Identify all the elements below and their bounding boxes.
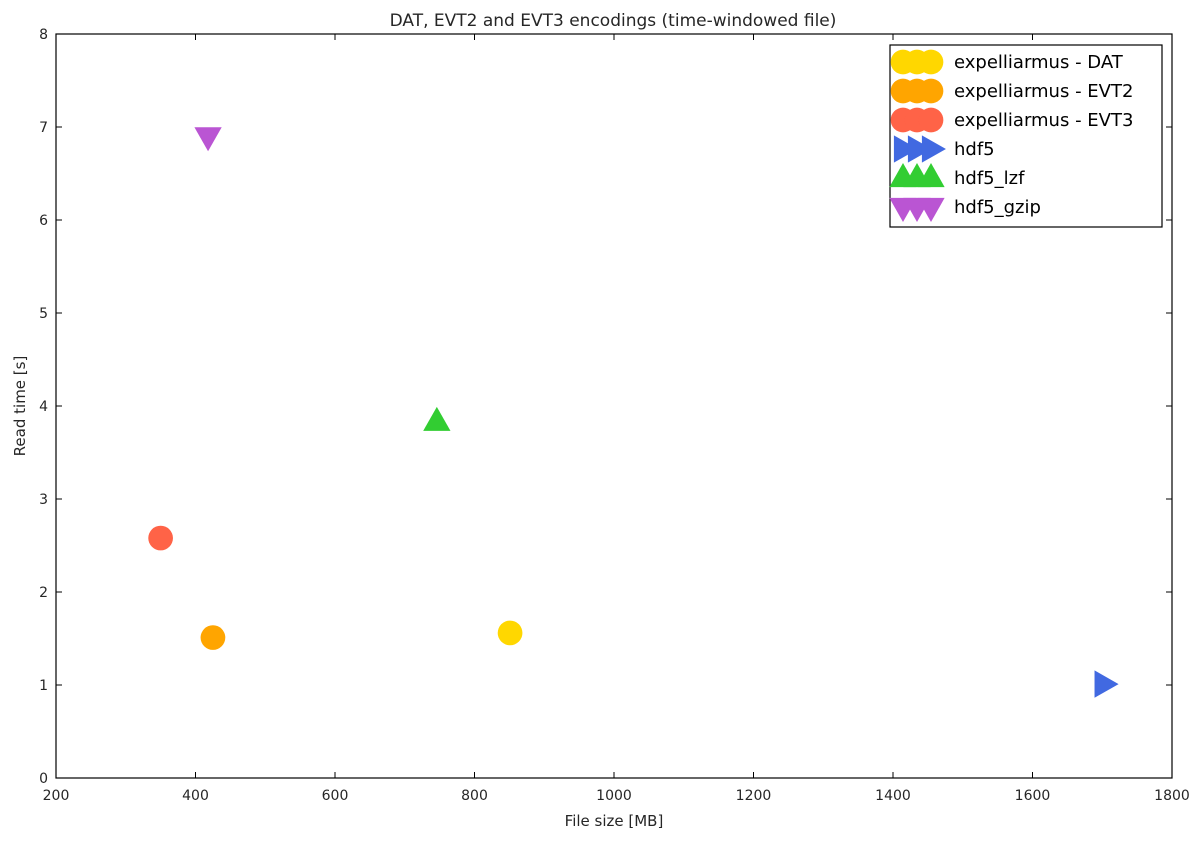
y-tick-label: 3 [39, 492, 48, 508]
legend-marker [893, 135, 918, 163]
data-point [1094, 670, 1119, 698]
legend: expelliarmus - DAT expelliarmus - EVT2 exp… [889, 44, 1163, 228]
x-tick-label: 1600 [1015, 788, 1051, 804]
y-tick-label: 1 [39, 678, 48, 694]
legend-marker [917, 163, 945, 188]
x-tick-label: 1400 [875, 788, 911, 804]
legend-marker [921, 135, 946, 163]
legend-marker [917, 197, 945, 222]
y-tick-label: 2 [39, 585, 48, 601]
x-tick-label: 1200 [736, 788, 772, 804]
x-axis-label: File size [MB] [565, 812, 664, 830]
data-point [148, 525, 173, 551]
y-tick-label: 4 [39, 399, 48, 415]
legend-marker [918, 49, 944, 75]
legend-marker [918, 78, 944, 104]
axis-ticks: 200 400 600 800 1000 1200 1400 1600 1800 0 1 2 3 4 5 6 7… [39, 27, 1190, 804]
data-point [200, 625, 226, 650]
x-tick-label: 600 [322, 788, 349, 804]
x-tick-label: 1000 [596, 788, 632, 804]
legend-label: expelliarmus - EVT3 [954, 110, 1133, 131]
x-tick-label: 200 [43, 788, 70, 804]
y-tick-label: 6 [39, 213, 48, 229]
legend-label: hdf5 [954, 139, 995, 160]
legend-label: expelliarmus - EVT2 [954, 81, 1133, 102]
y-tick-label: 8 [39, 27, 48, 43]
data-point [497, 620, 523, 646]
y-tick-label: 0 [39, 771, 48, 787]
legend-marker [918, 107, 944, 133]
legend-label: expelliarmus - DAT [954, 52, 1124, 73]
y-tick-label: 7 [39, 120, 48, 136]
legend-label: hdf5_gzip [954, 197, 1041, 218]
legend-box [889, 44, 1163, 228]
x-tick-label: 400 [182, 788, 209, 804]
data-point [423, 406, 451, 431]
legend-label: hdf5_lzf [954, 168, 1025, 189]
chart-title: DAT, EVT2 and EVT3 encodings (time-windo… [390, 11, 837, 31]
legend-marker [907, 135, 932, 163]
y-tick-label: 5 [39, 306, 48, 322]
data-points [148, 127, 1119, 698]
data-point [194, 127, 222, 152]
y-axis-label: Read time [s] [11, 356, 29, 457]
x-tick-label: 800 [461, 788, 488, 804]
x-tick-label: 1800 [1154, 788, 1190, 804]
